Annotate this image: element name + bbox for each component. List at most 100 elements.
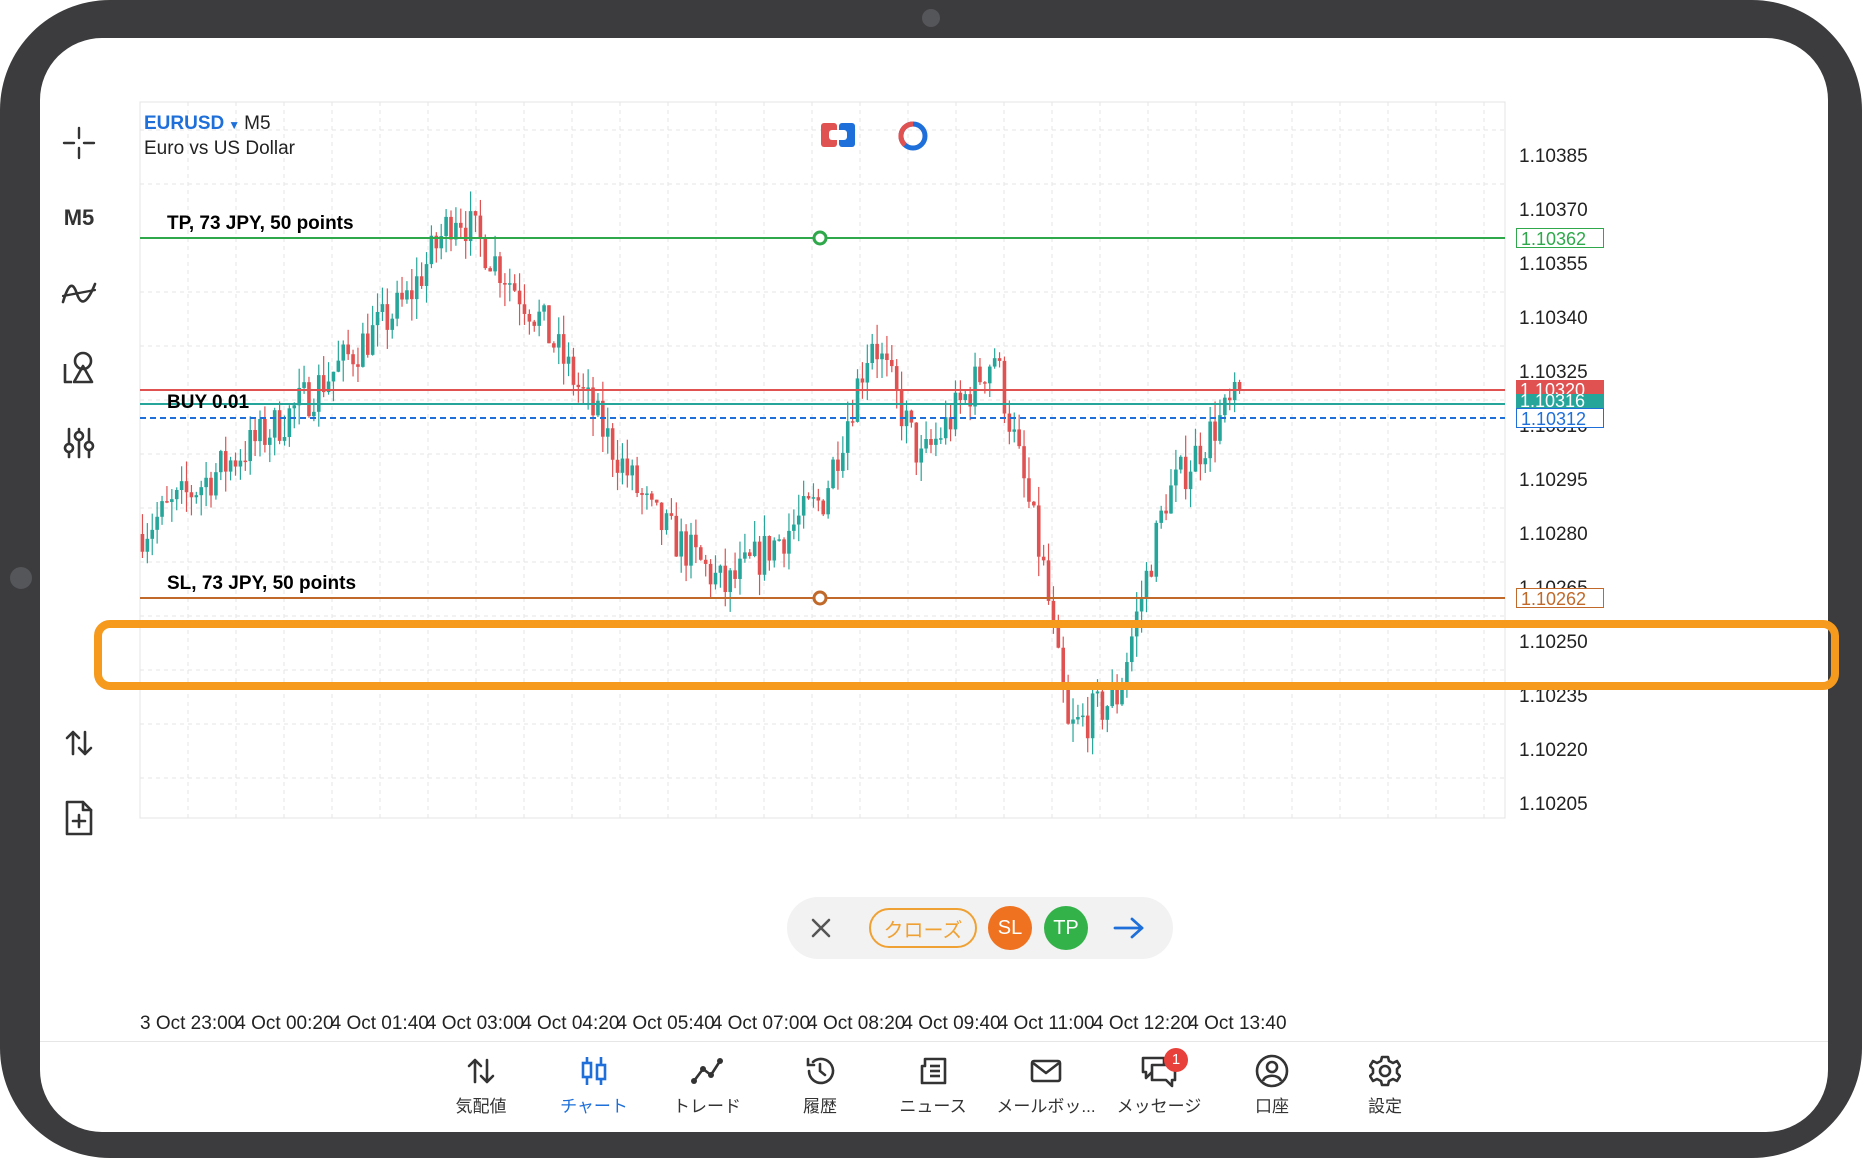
candle [552,341,556,353]
nav-messages[interactable]: 1 メッセージ [1104,1048,1214,1122]
candle [1076,704,1080,725]
candle [1017,414,1021,449]
candle [938,427,943,445]
candle [978,358,982,385]
candle [483,234,488,270]
symbol-dropdown-icon[interactable]: ▼ [228,118,241,132]
candles [140,191,1242,755]
candle [645,486,649,510]
candle [973,352,977,415]
settings-gear-icon [1369,1055,1401,1087]
one-click-trading-icon[interactable] [820,120,856,150]
time-axis-label: 4 Oct 13:40 [1188,1013,1287,1034]
nav-settings[interactable]: 設定 [1330,1052,1440,1122]
candle [1022,430,1026,498]
buy-price-tag: 1.10312 [1516,408,1604,429]
candle [772,537,777,568]
time-axis-label: 4 Oct 01:40 [330,1013,429,1034]
nav-account[interactable]: 口座 [1217,1052,1327,1122]
candle [321,356,326,398]
candle [801,480,806,529]
candle [894,359,899,409]
time-axis-label: 4 Oct 08:20 [807,1013,906,1034]
candle [919,434,923,481]
nav-history[interactable]: 履歴 [765,1052,875,1122]
candle [223,436,228,492]
candle [679,518,684,573]
candle [875,324,879,379]
tp-line-label[interactable]: TP, 73 JPY, 50 points [167,213,354,234]
candle [620,443,625,485]
nav-mailbox[interactable]: メールボッ... [991,1052,1101,1122]
buy-line-label[interactable]: BUY 0.01 [167,392,250,413]
candle [1237,379,1242,394]
sl-drag-handle[interactable] [812,590,828,606]
signals-icon[interactable] [896,120,930,152]
chart-canvas[interactable] [118,76,1784,1036]
price-chart[interactable]: EURUSD ▼ M5 Euro vs US Dollar 1.10385 1.103… [118,76,1784,1036]
candle [478,199,483,257]
nav-chart[interactable]: チャート [539,1052,649,1122]
candle [845,401,850,471]
candle [390,313,395,339]
candle [821,499,826,517]
crosshair-button[interactable] [54,118,104,168]
tp-button[interactable]: TP [1044,906,1088,950]
sl-button[interactable]: SL [988,906,1032,950]
price-axis-label: 1.10280 [1519,524,1588,545]
candle [351,349,355,377]
candle [1218,399,1222,445]
close-position-button[interactable]: クローズ [869,908,977,948]
mail-icon [1030,1059,1062,1083]
candle [1149,564,1154,578]
symbol-header: EURUSD ▼ M5 Euro vs US Dollar [144,112,295,160]
candle [449,210,453,252]
candle [385,288,390,349]
candle [1178,455,1183,474]
candle [419,262,424,289]
nav-trade-label: トレード [673,1097,741,1116]
candle [571,347,576,396]
tp-drag-handle[interactable] [812,230,828,246]
candle [561,315,566,385]
candle [625,439,630,488]
candle [410,268,414,321]
candle [899,371,904,441]
chart-grid [139,101,1506,819]
candle [214,463,218,500]
timeframe-button[interactable]: M5 [54,193,104,243]
candle [1208,406,1212,472]
close-bar-button[interactable] [801,908,841,948]
symbol-description: Euro vs US Dollar [144,138,295,159]
candle [145,523,150,564]
candle [591,376,595,437]
candle [752,520,757,558]
candle [1115,674,1119,714]
nav-quotes[interactable]: 気配値 [426,1052,536,1122]
price-axis-label: 1.10220 [1519,740,1588,761]
indicators-button[interactable] [54,268,104,318]
candle [811,483,816,508]
chart-settings-button[interactable] [54,418,104,468]
trade-button[interactable] [54,718,104,768]
objects-button[interactable] [54,343,104,393]
candle [248,416,252,475]
new-order-button[interactable] [54,793,104,843]
candle [292,402,297,429]
candle [341,340,346,382]
nav-news[interactable]: ニュース [878,1052,988,1122]
candle [733,552,737,589]
candle [718,564,723,588]
candle [194,491,199,504]
indicators-icon [61,282,97,304]
nav-trade[interactable]: トレード [652,1052,762,1122]
price-axis-label: 1.10295 [1519,470,1588,491]
candle [650,490,654,507]
candle [1183,435,1188,500]
sl-line-label[interactable]: SL, 73 JPY, 50 points [167,573,357,594]
candle [282,415,287,446]
candle [757,535,762,596]
candle [307,376,311,418]
symbol-selector[interactable]: EURUSD [144,113,225,134]
expand-button[interactable] [1109,908,1149,948]
